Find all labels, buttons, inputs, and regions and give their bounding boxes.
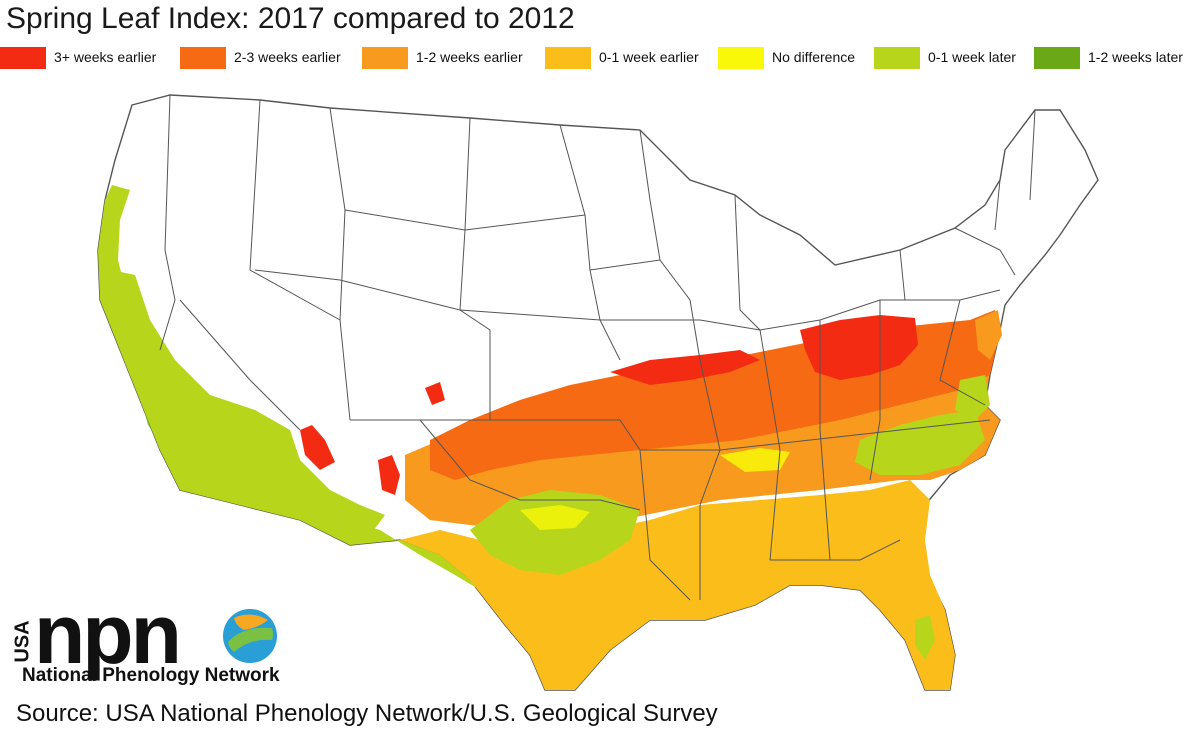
legend-label: 0-1 week later [928,49,1016,65]
region-nevada-red [300,425,335,470]
logo-name-part2: Phenology Network [102,665,280,686]
npn-logo: USA npn National Phenology Network [12,587,312,692]
region-texas-green [470,490,640,575]
region-arizona-red [378,455,400,495]
us-map [97,94,1099,691]
legend-swatch [0,47,46,69]
region-florida-green-spots [915,615,935,660]
source-credit: Source: USA National Phenology Network/U… [16,700,718,727]
logo-name: National Phenology Network [22,665,280,687]
legend-label: 3+ weeks earlier [54,49,157,65]
legend-label: 1-2 weeks earlier [416,49,523,65]
region-tennessee-yellow [720,448,790,472]
region-southeast-green [855,410,985,475]
legend-label: 0-1 week earlier [599,49,699,65]
legend: 3+ weeks earlier 2-3 weeks earlier 1-2 w… [0,46,1200,70]
legend-label: No difference [772,49,856,65]
state-borders [159,94,1036,601]
legend-swatch [362,47,408,69]
legend-swatch [874,47,920,69]
region-utah-red [425,382,445,405]
logo-usa-text: USA [11,620,34,663]
legend-label: 1-2 weeks later [1088,49,1183,65]
map-title: Spring Leaf Index: 2017 compared to 2012 [6,2,575,35]
legend-label: 2-3 weeks earlier [234,49,341,65]
legend-swatch [180,47,226,69]
region-texas-no-diff [520,505,590,530]
legend-swatch [1034,47,1080,69]
region-nc-orange [975,310,1002,360]
globe-icon [223,609,277,663]
choropleth-regions [98,185,1002,690]
logo-name-part1: National [22,665,97,686]
region-band-3plus-earlier [800,315,918,380]
region-south-0-1-earlier [400,480,955,690]
legend-swatch [545,47,591,69]
region-band-3plus-earlier-west [610,350,760,385]
logo-usa: USA [12,610,34,670]
legend-swatch [718,47,764,69]
logo-acronym: npn [34,587,182,681]
region-west-coast-inland [105,270,385,540]
